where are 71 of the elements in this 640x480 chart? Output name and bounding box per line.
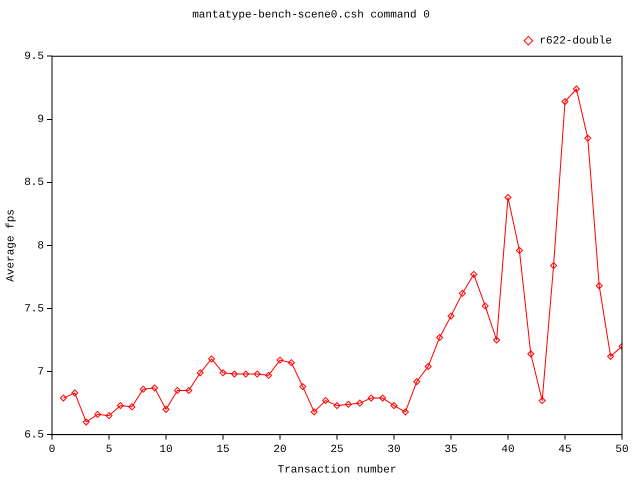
y-tick-label: 9.5 [24, 51, 44, 64]
point [162, 406, 170, 413]
x-axis-title: Transaction number [278, 464, 396, 476]
point [322, 397, 330, 404]
y-tick-label: 8 [37, 240, 44, 252]
point [254, 370, 261, 378]
y-tick-label: 8.5 [24, 177, 44, 190]
point [71, 389, 78, 396]
x-tick-label: 35 [444, 444, 458, 456]
point [550, 262, 558, 270]
y-tick-label: 7.5 [24, 303, 44, 316]
x-tick-label: 50 [615, 444, 629, 456]
point [242, 370, 250, 378]
point [448, 312, 454, 320]
point [402, 408, 409, 416]
point [276, 356, 284, 364]
point [356, 400, 364, 407]
point [334, 402, 340, 410]
point [584, 134, 592, 142]
y-tick-label: 6.5 [24, 430, 44, 442]
point [390, 402, 398, 410]
point [482, 302, 489, 310]
y-axis-title: Average fps [6, 209, 18, 282]
point [299, 383, 306, 390]
point [60, 394, 67, 402]
x-tick-label: 20 [273, 444, 287, 456]
point [230, 370, 238, 378]
point [413, 378, 420, 386]
x-tick-label: 0 [48, 444, 56, 456]
point [368, 394, 375, 402]
point [174, 386, 181, 394]
x-tick-label: 10 [159, 444, 173, 456]
point [82, 418, 90, 426]
point [527, 350, 534, 358]
point [116, 402, 124, 410]
point [128, 403, 136, 410]
point [265, 372, 272, 379]
point [208, 355, 216, 362]
point [562, 98, 568, 106]
point [379, 394, 386, 402]
point [572, 85, 580, 92]
point [596, 282, 603, 290]
point [310, 408, 318, 416]
point [504, 194, 512, 201]
point [516, 246, 523, 254]
legend-label: r622-double [539, 36, 612, 48]
x-tick-label: 30 [387, 444, 401, 456]
point [470, 270, 478, 278]
point [344, 400, 352, 408]
x-tick-label: 45 [558, 444, 572, 456]
x-tick-label: 15 [216, 444, 230, 456]
point [493, 336, 500, 344]
point [458, 290, 466, 297]
x-tick-label: 5 [106, 444, 112, 456]
point [94, 410, 102, 418]
x-tick-label: 25 [330, 444, 344, 456]
point [220, 369, 227, 376]
chart-title: mantatype-bench-scene0.csh command 0 [192, 10, 430, 22]
x-tick-label: 40 [501, 444, 515, 456]
y-tick-label: 7 [37, 366, 44, 378]
point [196, 369, 204, 376]
point [106, 412, 113, 420]
y-tick-label: 9 [37, 114, 44, 126]
point [538, 397, 546, 404]
point [436, 334, 444, 341]
point [424, 362, 432, 370]
point [151, 384, 158, 392]
point [185, 386, 192, 394]
point [607, 352, 614, 360]
point [288, 359, 295, 366]
point [140, 386, 147, 393]
